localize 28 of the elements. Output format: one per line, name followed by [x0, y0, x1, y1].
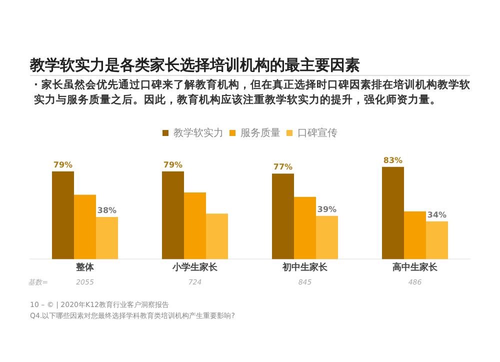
chart-title: 教学软实力是各类家长选择培训机构的最主要因素 — [30, 56, 470, 76]
legend-label: 服务质量 — [240, 126, 280, 139]
chart-subtitle: · 家长虽然会优先通过口碑来了解教育机构，但在真正选择时口碑因素排在培训机构教学软实力与服务质量之后。因此，教育机构应该注重教学软实力的提升，强化师资力量。 — [34, 78, 472, 108]
bar — [316, 216, 338, 260]
x-tick-label: 高中生家长 — [392, 262, 438, 272]
legend-label: 教学软实力 — [174, 126, 224, 139]
bar — [184, 192, 206, 260]
bar — [74, 194, 96, 260]
x-tick-label: 整体 — [75, 262, 95, 272]
bar — [206, 214, 228, 260]
bar — [294, 196, 316, 260]
bar — [404, 211, 426, 260]
data-label: 83% — [383, 156, 403, 165]
bar — [382, 166, 404, 260]
data-label: 39% — [317, 204, 337, 214]
bar — [52, 171, 74, 260]
bar — [96, 216, 118, 260]
x-tick-label: 初中生家长 — [282, 262, 328, 272]
bar — [426, 221, 448, 260]
data-label: 79% — [163, 160, 183, 170]
data-label: 34% — [427, 210, 447, 220]
data-label: 38% — [97, 206, 117, 216]
legend-label: 口碑宣传 — [298, 126, 338, 139]
bar — [162, 171, 184, 260]
x-tick-label: 小学生家长 — [172, 262, 218, 272]
bar — [272, 174, 294, 260]
data-label: 77% — [273, 162, 293, 172]
data-label: 79% — [53, 160, 73, 170]
